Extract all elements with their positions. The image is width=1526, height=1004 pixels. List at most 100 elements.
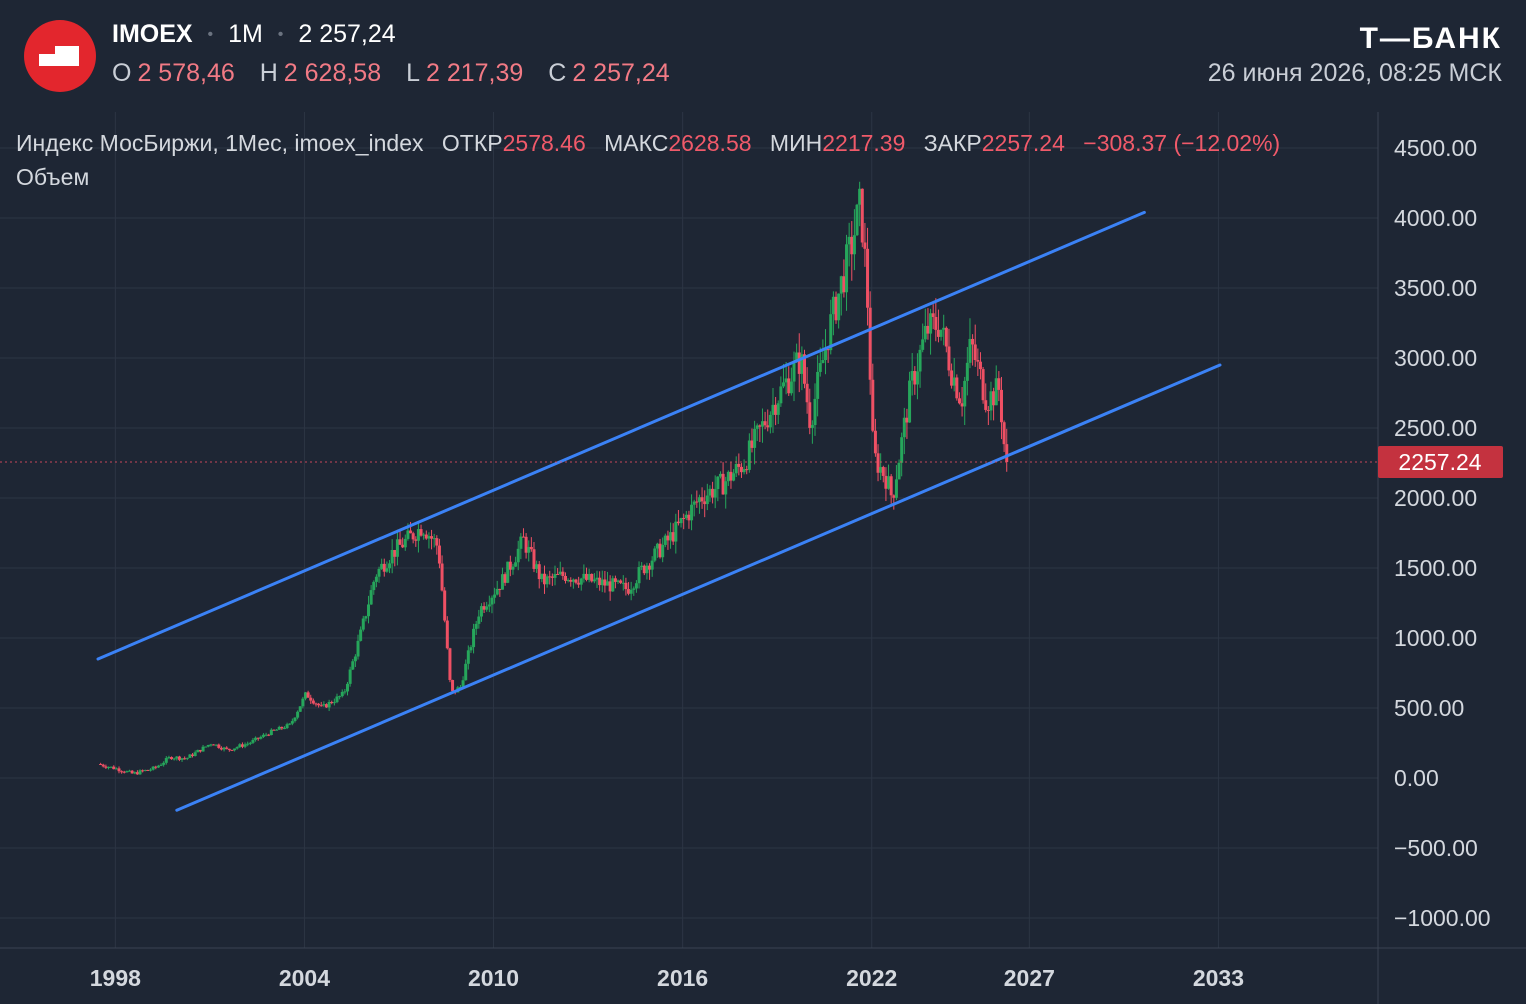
candle-body [303,692,307,699]
candle-body [330,701,334,704]
candle-body [296,711,300,718]
candle-body [781,382,785,387]
candle-body [908,380,912,423]
candle-body [382,563,386,572]
candle-body [474,623,478,629]
candle-body [955,377,959,399]
y-tick-label: 2500.00 [1394,415,1477,441]
candle-body [443,590,447,621]
candle-body [430,536,434,539]
open-value: 2 578,46 [137,59,235,87]
candle-body [104,766,108,768]
trendlines[interactable] [96,210,1222,812]
ticker-line[interactable]: IMOEX • 1M • 2 257,24 [112,20,396,49]
candle-body [227,748,231,750]
low-value: 2217.39 [822,130,906,156]
candle-body [380,563,384,569]
candle-body [461,680,465,688]
x-tick-label: 2027 [1004,965,1055,991]
candle-body [939,329,943,337]
candle-body [950,370,954,386]
candle-body [275,729,279,731]
candle-body [774,404,778,415]
candle-body [897,462,901,480]
candle-body [574,579,578,583]
candle-body [900,437,904,463]
candle-body [435,538,439,546]
candle-body [831,296,835,315]
candle-body [427,536,431,539]
candle-body [595,577,599,580]
timestamp: 26 июня 2026, 08:25 МСК [1207,59,1502,87]
y-tick-label: 4000.00 [1394,205,1477,231]
candle-body [600,579,604,586]
candle-body [999,389,1003,423]
candle-body [629,589,633,594]
upper-trendline[interactable] [96,210,1146,661]
candle-body [225,747,229,749]
candle-body [766,425,770,428]
candle-body [871,379,875,431]
candle-body [750,440,754,448]
candle-body [335,696,339,703]
candle-body [887,476,891,489]
low-label: МИН [769,130,823,156]
candle-body [921,339,925,350]
candle-body [346,683,350,692]
logo-steps-icon [39,46,79,66]
candle-body [585,573,589,580]
candle-body [138,770,142,775]
candle-body [490,597,494,605]
candle-body [191,754,195,757]
separator-dot: • [277,26,284,44]
y-tick-label: 3000.00 [1394,345,1477,371]
candle-body [542,573,546,585]
high-value: 2628.58 [668,130,752,156]
y-tick-label: 1000.00 [1394,625,1477,651]
candle-body [616,580,620,582]
candle-body [640,565,644,568]
candle-body [487,604,491,607]
candle-body [466,650,470,664]
candle-body [156,765,160,768]
symbol: IMOEX [112,20,193,48]
candle-body [571,579,575,582]
candle-body [411,533,415,540]
y-tick-label: 500.00 [1394,695,1464,721]
candle-body [829,314,833,351]
candle-body [923,325,927,340]
candle-body [112,766,116,770]
candle-body [976,359,980,362]
candle-body [679,518,683,524]
candle-body [674,521,678,542]
lower-trendline[interactable] [175,363,1222,812]
low-key: L [406,59,420,87]
candle-body [511,566,515,570]
candle-body [340,691,344,697]
candle-body [1005,444,1009,463]
candle-body [834,296,838,321]
last-price-label: 2257.24 [1398,449,1481,475]
candle-body [729,471,733,481]
candle-body [708,488,712,496]
candle-body [209,744,213,746]
candle-body [162,762,166,765]
candle-body [579,578,583,585]
candle-body [107,767,111,769]
candle-body [545,576,549,585]
candle-body [503,574,507,583]
candle-body [947,346,951,371]
candle-body [495,588,499,595]
candle-body [109,766,113,768]
candle-body [130,770,134,774]
candle-body [317,703,321,706]
candle-body [732,473,736,481]
candle-body [718,473,722,477]
candle-body [319,705,323,707]
candle-body [818,363,822,372]
candle-body [695,501,699,503]
candle-body [264,734,268,736]
candle-body [658,543,662,558]
candle-body [637,567,641,584]
